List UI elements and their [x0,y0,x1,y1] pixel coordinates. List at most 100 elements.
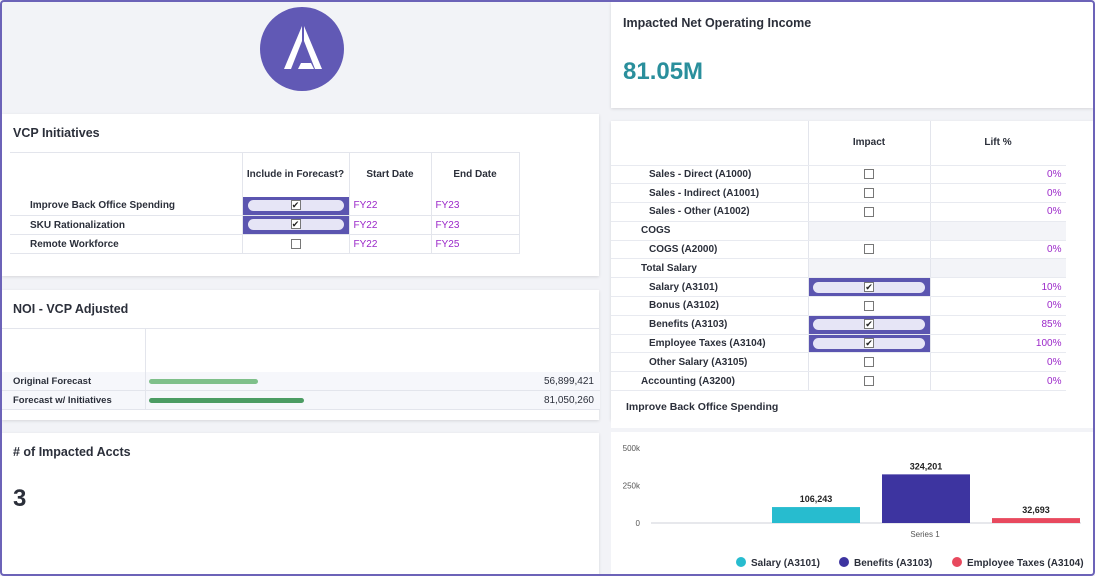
initiative-label: SKU Rationalization [10,215,243,235]
lift-cell[interactable]: 0% [930,183,1067,204]
impacted-accts-value: 3 [13,485,27,512]
checkbox[interactable]: ✔ [864,281,874,292]
include-toggle[interactable]: ✔ [247,200,344,212]
table-row: Accounting (A3200) 0% [611,371,1067,392]
checkbox[interactable] [864,376,874,387]
noi-title: NOI - VCP Adjusted [13,302,129,316]
vcp-table: Include in Forecast? Start Date End Date… [10,152,520,254]
legend-item[interactable]: Salary (A3101) [736,557,820,569]
impacted-accts-title: # of Impacted Accts [13,445,131,459]
data-label: 324,201 [910,461,943,471]
accounts-table: Impact Lift % Sales - Direct (A1000) 0% Sa… [611,121,1067,392]
forecast-with-initiatives-bar [149,398,304,403]
include-in-forecast-cell[interactable]: ✔ [242,196,350,216]
end-date-cell[interactable]: FY23 [431,196,520,216]
legend-label: Benefits (A3103) [854,558,933,569]
impact-cell[interactable] [808,296,931,316]
vertical-scrollbar[interactable] [1066,121,1093,420]
impact-toggle[interactable]: ✔ [813,281,925,293]
impact-cell[interactable]: ✔ [808,277,931,298]
lift-cell [930,258,1067,279]
checkbox[interactable] [864,300,874,311]
bar-3 [992,518,1080,523]
impact-cell[interactable] [808,240,931,260]
impact-cell[interactable] [808,202,931,222]
legend-swatch [952,557,962,567]
table-row: Total Salary [611,258,1067,279]
chart-card: Improve Back Office Spending 500k 250k 0 10… [611,392,1093,575]
checkbox[interactable] [864,357,874,368]
lift-cell[interactable]: 10% [930,277,1067,298]
chart-title: Improve Back Office Spending [626,401,779,413]
table-row: COGS (A2000) 0% [611,240,1067,260]
table-row: Forecast w/ Initiatives 81,050,260 [2,391,600,410]
lift-cell[interactable]: 0% [930,165,1067,185]
col-lift: Lift % [930,121,1067,166]
end-date-cell[interactable]: FY25 [431,234,520,254]
table-row: Sales - Other (A1002) 0% [611,202,1067,222]
x-tick-label: Series 1 [910,530,940,539]
lift-cell [930,221,1067,241]
table-row: Salary (A3101) ✔ 10% [611,277,1067,298]
impact-cell[interactable]: ✔ [808,334,931,354]
lift-cell[interactable]: 0% [930,352,1067,373]
checkbox[interactable]: ✔ [864,338,874,348]
table-row: Benefits (A3103) ✔ 85% [611,315,1067,335]
table-row: SKU Rationalization ✔ FY22 FY23 [10,215,520,235]
col-impact: Impact [808,121,931,166]
checkbox[interactable] [864,206,874,217]
checkbox[interactable]: ✔ [290,219,301,230]
start-date-cell[interactable]: FY22 [349,215,432,235]
checkbox[interactable]: ✔ [290,200,301,211]
legend-item[interactable]: Employee Taxes (A3104) [952,557,1084,569]
include-in-forecast-cell[interactable]: ✔ [242,215,350,235]
a-logo-icon [260,7,344,91]
account-label: Benefits (A3103) [611,315,809,335]
table-row: Improve Back Office Spending ✔ FY22 FY23 [10,196,520,216]
lift-cell[interactable]: 0% [930,371,1067,392]
accounts-impact-card: Impact Lift % Sales - Direct (A1000) 0% Sa… [611,121,1093,420]
table-row: Employee Taxes (A3104) ✔ 100% [611,334,1067,354]
col-include-in-forecast: Include in Forecast? [242,152,350,197]
impact-cell[interactable] [808,371,931,392]
include-toggle[interactable]: ✔ [247,219,344,231]
impact-cell[interactable]: ✔ [808,315,931,335]
table-row: Remote Workforce FY22 FY25 [10,234,520,254]
impact-toggle[interactable]: ✔ [813,338,925,349]
start-date-cell[interactable]: FY22 [349,196,432,216]
noi-row-value: 56,899,421 [543,376,594,387]
legend-item[interactable]: Benefits (A3103) [839,557,932,569]
initiative-label: Improve Back Office Spending [10,196,243,216]
account-label: Total Salary [611,258,809,279]
lift-cell[interactable]: 0% [930,202,1067,222]
account-label: Salary (A3101) [611,277,809,298]
account-label: Sales - Other (A1002) [611,202,809,222]
vcp-initiatives-card: VCP Initiatives Include in Forecast? Sta… [2,114,599,276]
impact-cell[interactable] [808,165,931,185]
initiative-label: Remote Workforce [10,234,243,254]
start-date-cell[interactable]: FY22 [349,234,432,254]
checkbox[interactable] [290,238,301,249]
lift-cell[interactable]: 100% [930,334,1067,354]
account-label: Accounting (A3200) [611,371,809,392]
lift-cell[interactable]: 0% [930,296,1067,316]
end-date-cell[interactable]: FY23 [431,215,520,235]
lift-cell[interactable]: 0% [930,240,1067,260]
col-end-date: End Date [431,152,520,197]
impact-cell [808,221,931,241]
legend-swatch [839,557,849,567]
impact-cell[interactable] [808,352,931,373]
checkbox[interactable] [864,244,874,255]
checkbox[interactable] [864,188,874,199]
checkbox[interactable] [864,169,874,180]
account-label: Employee Taxes (A3104) [611,334,809,354]
col-start-date: Start Date [349,152,432,197]
lift-cell[interactable]: 85% [930,315,1067,335]
impact-toggle[interactable]: ✔ [813,319,925,331]
table-row: Other Salary (A3105) 0% [611,352,1067,373]
y-tick-label: 500k [623,444,641,453]
noi-vcp-adjusted-card: NOI - VCP Adjusted Original Forecast 56,… [2,290,600,420]
impact-cell[interactable] [808,183,931,204]
include-in-forecast-cell[interactable] [242,234,350,254]
checkbox[interactable]: ✔ [864,319,874,330]
